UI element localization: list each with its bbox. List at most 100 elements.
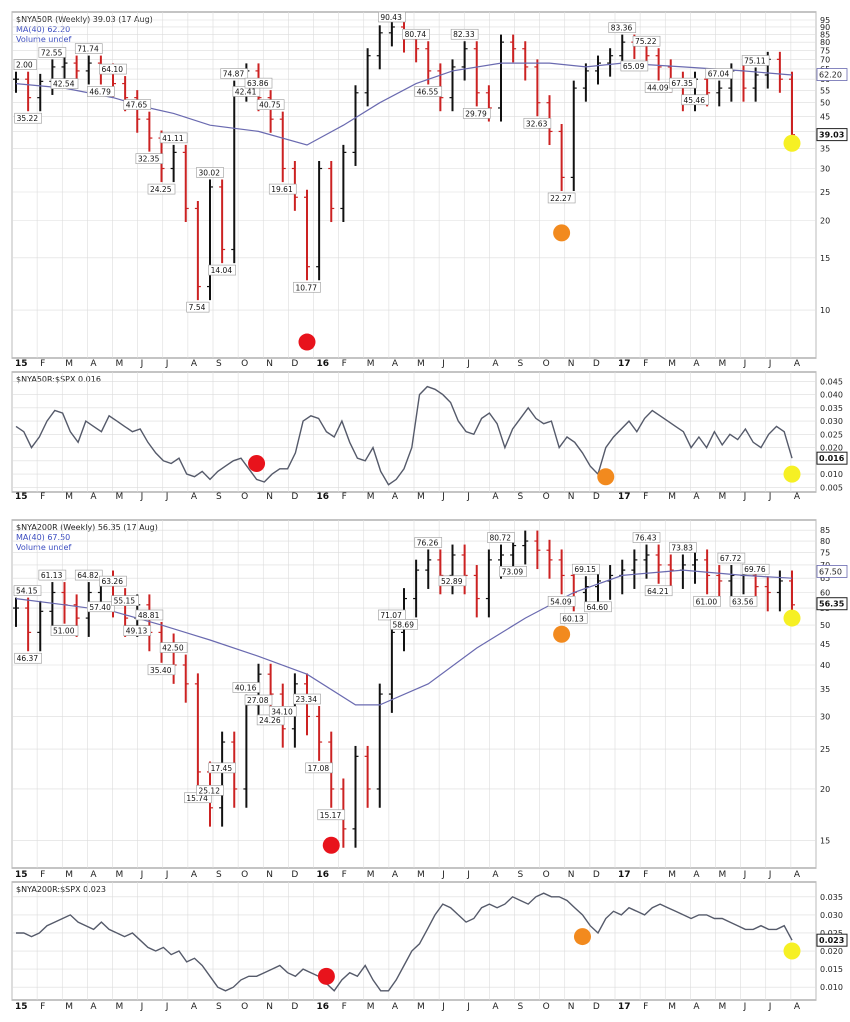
x-tick-label: A <box>492 870 499 880</box>
value-label: 83.36 <box>608 22 637 33</box>
x-tick-label: D <box>593 870 600 880</box>
value-label: 29.79 <box>462 108 491 119</box>
svg-text:51.00: 51.00 <box>53 627 75 636</box>
x-tick-label: J <box>441 870 445 880</box>
svg-text:46.55: 46.55 <box>417 87 439 96</box>
svg-text:10.77: 10.77 <box>296 283 318 292</box>
x-tick-label: 15 <box>15 492 28 502</box>
svg-text:73.83: 73.83 <box>671 544 693 553</box>
value-label: 55.15 <box>111 595 139 606</box>
x-tick-label: J <box>466 1002 470 1012</box>
x-tick-label: O <box>543 492 550 502</box>
x-tick-label: O <box>241 359 248 369</box>
y-tick-label: 85 <box>820 30 830 39</box>
weekly-bar <box>558 549 565 595</box>
ratio-line <box>15 385 793 486</box>
x-tick-label: A <box>794 492 801 502</box>
value-label: 67.72 <box>717 552 746 564</box>
value-label: 17.45 <box>208 762 236 774</box>
weekly-bar <box>607 48 614 77</box>
svg-text:45.46: 45.46 <box>684 96 706 105</box>
weekly-bar <box>437 549 444 595</box>
value-label: 25.12 <box>196 785 224 796</box>
svg-text:64.21: 64.21 <box>647 587 669 596</box>
moving-average-line <box>15 569 793 706</box>
value-label: 67.04 <box>705 68 734 79</box>
value-label: 63.26 <box>99 575 127 587</box>
x-tick-label: J <box>466 492 470 502</box>
y-tick-label: 25 <box>820 188 830 197</box>
weekly-bar <box>340 144 347 223</box>
x-tick-label: F <box>643 492 648 502</box>
value-label: 69.76 <box>741 563 770 575</box>
ohlc-bars <box>13 530 795 848</box>
red-marker-dot <box>298 333 316 351</box>
svg-text:75.11: 75.11 <box>744 56 766 65</box>
svg-text:2.00: 2.00 <box>16 61 33 70</box>
svg-text:56.35: 56.35 <box>819 600 845 609</box>
svg-text:34.10: 34.10 <box>271 707 293 716</box>
y-tick-label: 25 <box>820 745 830 754</box>
value-label: 10.77 <box>293 281 321 293</box>
value-label: 51.00 <box>50 625 79 636</box>
x-tick-label: J <box>140 1002 144 1012</box>
svg-text:15.17: 15.17 <box>320 811 342 820</box>
value-label: 46.79 <box>87 86 115 97</box>
svg-text:40.75: 40.75 <box>259 101 281 110</box>
svg-text:64.82: 64.82 <box>77 571 99 580</box>
weekly-bar <box>570 80 577 191</box>
svg-text:80.74: 80.74 <box>405 30 427 39</box>
x-tick-label: 17 <box>618 1002 631 1012</box>
y-tick-label: 0.040 <box>820 391 843 400</box>
weekly-bar <box>546 539 553 579</box>
value-label: 73.09 <box>499 566 527 577</box>
x-tick-label: F <box>40 870 45 880</box>
weekly-bar <box>376 25 383 70</box>
x-tick-label: M <box>116 359 124 369</box>
weekly-bar <box>364 48 371 107</box>
svg-text:69.15: 69.15 <box>574 565 596 574</box>
y-tick-label: 85 <box>820 526 830 535</box>
x-tick-label: 15 <box>15 359 28 369</box>
svg-text:25.12: 25.12 <box>199 786 221 795</box>
svg-text:47.65: 47.65 <box>126 101 148 110</box>
svg-text:0.016: 0.016 <box>819 454 845 463</box>
x-tick-label: M <box>417 870 425 880</box>
weekly-bar <box>534 530 541 570</box>
x-tick-label: A <box>693 870 700 880</box>
value-label: 75.22 <box>632 35 661 47</box>
svg-text:60.13: 60.13 <box>562 614 584 623</box>
value-label: 46.55 <box>414 86 443 97</box>
x-tick-label: F <box>40 492 45 502</box>
value-label: 73.83 <box>669 542 697 553</box>
x-tick-label: D <box>593 359 600 369</box>
top-price-panel: $NYA50R (Weekly) 39.03 (17 Aug) MA(40) 6… <box>11 11 848 369</box>
value-label: 75.11 <box>741 55 770 66</box>
value-label: 80.72 <box>487 532 515 543</box>
y-tick-label: 10 <box>820 306 830 315</box>
weekly-bar <box>304 673 310 736</box>
svg-text:46.37: 46.37 <box>17 654 39 663</box>
svg-text:42.41: 42.41 <box>235 87 257 96</box>
value-label: 76.43 <box>632 532 661 543</box>
volume-legend: Volume undef <box>16 543 71 552</box>
value-label: 22.27 <box>547 192 576 204</box>
y-tick-label: 0.005 <box>820 483 843 492</box>
weekly-bar <box>728 565 735 600</box>
y-tick-label: 0.010 <box>820 983 843 992</box>
weekly-bar <box>534 59 541 117</box>
x-tick-label: M <box>668 359 676 369</box>
x-tick-label: J <box>165 1002 169 1012</box>
x-tick-label: 17 <box>618 359 631 369</box>
yellow-marker-dot <box>783 465 801 483</box>
weekly-bar <box>752 67 759 102</box>
weekly-bar <box>388 19 395 47</box>
x-tick-label: D <box>291 492 298 502</box>
ma-value-box: 62.20 <box>816 68 848 81</box>
svg-text:7.54: 7.54 <box>189 303 206 312</box>
y-tick-label: 80 <box>820 38 830 47</box>
x-tick-label: 16 <box>317 870 330 880</box>
value-label: 42.54 <box>50 78 79 89</box>
x-tick-label: M <box>367 1002 375 1012</box>
value-label: 71.74 <box>74 43 103 54</box>
